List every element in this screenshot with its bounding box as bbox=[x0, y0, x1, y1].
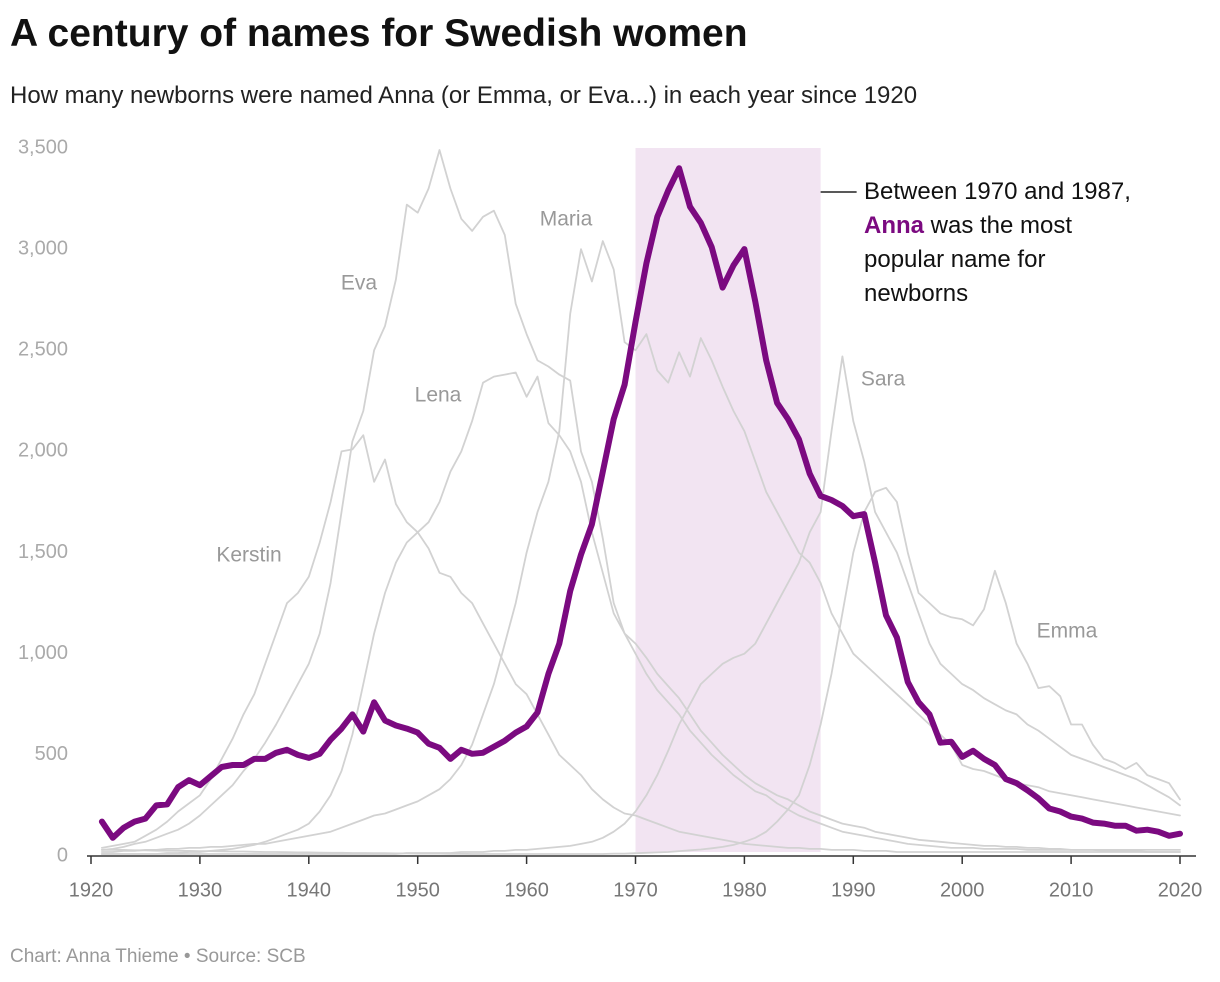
series-line bbox=[101, 371, 1181, 855]
x-tick-label: 2000 bbox=[940, 879, 985, 901]
annotation: Between 1970 and 1987, Anna was the most… bbox=[864, 175, 1134, 311]
x-tick-label: 1980 bbox=[722, 879, 767, 901]
y-tick-label: 3,000 bbox=[18, 237, 68, 259]
x-tick-label: 1940 bbox=[287, 879, 332, 901]
y-tick-label: 2,500 bbox=[18, 339, 68, 361]
x-tick-label: 1930 bbox=[178, 879, 223, 901]
series-label: Kerstin bbox=[216, 544, 281, 567]
x-tick-label: 2020 bbox=[1158, 879, 1203, 901]
x-tick-label: 1950 bbox=[395, 879, 440, 901]
y-tick-label: 3,500 bbox=[18, 136, 68, 158]
x-tick-label: 1960 bbox=[504, 879, 549, 901]
y-tick-label: 1,500 bbox=[18, 541, 68, 563]
series-line bbox=[101, 149, 1181, 851]
x-tick-label: 1920 bbox=[69, 879, 114, 901]
y-tick-label: 2,000 bbox=[18, 440, 68, 462]
chart-subtitle: How many newborns were named Anna (or Em… bbox=[10, 82, 918, 109]
chart-title: A century of names for Swedish women bbox=[10, 12, 748, 55]
highlighted-line bbox=[98, 165, 1183, 841]
annotation-text: Between 1970 and 1987, bbox=[864, 178, 1131, 205]
series-line bbox=[101, 434, 1181, 853]
y-tick-label: 500 bbox=[35, 743, 68, 765]
x-tick-label: 1990 bbox=[831, 879, 876, 901]
series-line bbox=[101, 240, 1181, 853]
highlight-band bbox=[635, 148, 821, 852]
series-label: Eva bbox=[341, 272, 378, 295]
y-tick-label: 0 bbox=[57, 844, 68, 866]
annotation-text: was the most popular name for newborns bbox=[864, 212, 1073, 307]
y-tick-label: 1,000 bbox=[18, 642, 68, 664]
series-line bbox=[101, 355, 1181, 855]
series-line bbox=[101, 486, 1181, 855]
annotation-highlight: Anna bbox=[864, 212, 924, 239]
source: Chart: Anna Thieme • Source: SCB bbox=[10, 946, 306, 967]
x-tick-label: 1970 bbox=[613, 879, 658, 901]
series-label: Emma bbox=[1037, 620, 1098, 643]
x-tick-label: 2010 bbox=[1049, 879, 1094, 901]
series-label: Lena bbox=[415, 384, 462, 407]
series-label: Sara bbox=[861, 368, 906, 391]
series-label: Maria bbox=[540, 208, 593, 231]
